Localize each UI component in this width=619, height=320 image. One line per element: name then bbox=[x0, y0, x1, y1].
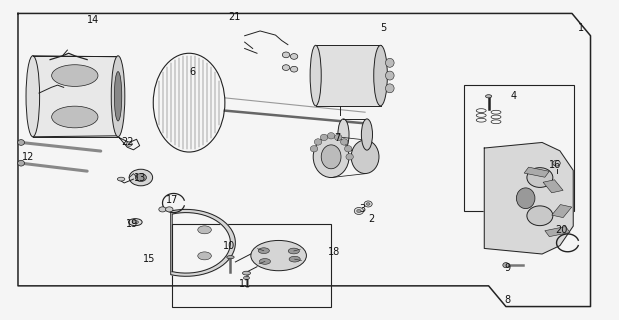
Ellipse shape bbox=[126, 142, 132, 146]
Ellipse shape bbox=[282, 65, 290, 70]
Bar bbox=[552, 204, 572, 218]
Ellipse shape bbox=[334, 134, 342, 140]
Ellipse shape bbox=[288, 248, 300, 254]
Ellipse shape bbox=[354, 207, 363, 214]
Bar bbox=[543, 180, 563, 193]
Ellipse shape bbox=[346, 154, 353, 160]
Text: 14: 14 bbox=[87, 15, 100, 25]
Ellipse shape bbox=[289, 256, 300, 262]
Ellipse shape bbox=[345, 146, 352, 152]
Ellipse shape bbox=[118, 177, 125, 181]
Ellipse shape bbox=[527, 206, 553, 226]
Ellipse shape bbox=[361, 119, 373, 150]
Ellipse shape bbox=[51, 106, 98, 128]
Ellipse shape bbox=[290, 53, 298, 59]
Bar bbox=[464, 85, 574, 211]
Ellipse shape bbox=[364, 201, 372, 207]
Text: 20: 20 bbox=[555, 225, 568, 235]
Text: 1: 1 bbox=[578, 23, 584, 33]
Text: 12: 12 bbox=[22, 152, 35, 162]
Text: 6: 6 bbox=[189, 68, 195, 77]
FancyBboxPatch shape bbox=[316, 45, 381, 106]
Text: 5: 5 bbox=[381, 23, 387, 33]
Ellipse shape bbox=[386, 84, 394, 93]
Ellipse shape bbox=[374, 45, 387, 106]
Bar bbox=[172, 224, 331, 307]
Ellipse shape bbox=[26, 56, 40, 137]
Text: 22: 22 bbox=[121, 138, 134, 148]
Ellipse shape bbox=[51, 65, 98, 86]
Ellipse shape bbox=[282, 52, 290, 58]
Ellipse shape bbox=[503, 263, 509, 268]
Ellipse shape bbox=[320, 134, 327, 140]
Ellipse shape bbox=[314, 139, 322, 145]
Ellipse shape bbox=[351, 140, 379, 173]
Text: 3: 3 bbox=[359, 204, 365, 214]
Ellipse shape bbox=[18, 140, 25, 145]
Polygon shape bbox=[171, 209, 235, 276]
Text: 4: 4 bbox=[510, 91, 516, 101]
Ellipse shape bbox=[251, 240, 306, 271]
Text: 2: 2 bbox=[368, 214, 374, 224]
Ellipse shape bbox=[129, 169, 153, 186]
Text: 17: 17 bbox=[167, 195, 178, 205]
Ellipse shape bbox=[338, 119, 349, 150]
Ellipse shape bbox=[290, 66, 298, 72]
Ellipse shape bbox=[227, 256, 234, 259]
Text: 8: 8 bbox=[504, 295, 510, 305]
Ellipse shape bbox=[18, 160, 25, 166]
Text: 9: 9 bbox=[504, 263, 510, 273]
Ellipse shape bbox=[516, 188, 535, 209]
Ellipse shape bbox=[386, 71, 394, 80]
Ellipse shape bbox=[327, 132, 335, 139]
Text: 10: 10 bbox=[223, 241, 235, 251]
Ellipse shape bbox=[313, 136, 349, 178]
Ellipse shape bbox=[310, 45, 321, 106]
Ellipse shape bbox=[527, 168, 553, 188]
Ellipse shape bbox=[166, 207, 173, 212]
Ellipse shape bbox=[159, 207, 167, 212]
Ellipse shape bbox=[111, 56, 125, 137]
Text: 13: 13 bbox=[134, 172, 146, 182]
Ellipse shape bbox=[198, 252, 211, 260]
Ellipse shape bbox=[136, 173, 147, 181]
FancyBboxPatch shape bbox=[33, 56, 118, 137]
Ellipse shape bbox=[198, 226, 211, 234]
Ellipse shape bbox=[357, 209, 361, 212]
Polygon shape bbox=[484, 142, 573, 254]
Text: 21: 21 bbox=[228, 12, 240, 22]
Ellipse shape bbox=[129, 219, 142, 226]
Ellipse shape bbox=[366, 203, 370, 205]
Text: 15: 15 bbox=[143, 254, 155, 264]
Ellipse shape bbox=[553, 160, 560, 166]
Ellipse shape bbox=[386, 58, 394, 67]
Text: 7: 7 bbox=[334, 133, 340, 143]
Ellipse shape bbox=[321, 145, 341, 169]
Ellipse shape bbox=[259, 259, 271, 264]
Text: 19: 19 bbox=[126, 219, 139, 229]
Ellipse shape bbox=[243, 271, 251, 275]
Text: 16: 16 bbox=[549, 160, 561, 170]
Text: 11: 11 bbox=[238, 279, 251, 289]
Ellipse shape bbox=[132, 220, 139, 224]
Ellipse shape bbox=[243, 276, 249, 279]
Ellipse shape bbox=[340, 139, 348, 145]
Ellipse shape bbox=[310, 146, 318, 152]
Bar bbox=[545, 227, 570, 236]
Bar bbox=[524, 167, 549, 177]
Ellipse shape bbox=[115, 72, 122, 121]
Ellipse shape bbox=[485, 95, 491, 98]
Text: 18: 18 bbox=[328, 247, 340, 257]
Ellipse shape bbox=[258, 248, 269, 253]
